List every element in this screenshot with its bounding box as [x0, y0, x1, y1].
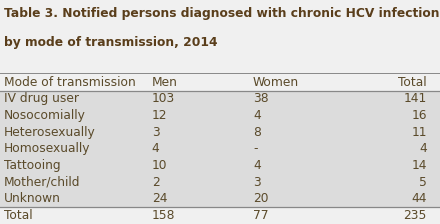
Text: Table 3. Notified persons diagnosed with chronic HCV infection,: Table 3. Notified persons diagnosed with…: [4, 7, 440, 20]
Text: 8: 8: [253, 126, 261, 139]
Text: 38: 38: [253, 93, 269, 106]
Text: 77: 77: [253, 209, 268, 222]
Text: Mother/child: Mother/child: [4, 176, 80, 189]
Text: 3: 3: [253, 176, 261, 189]
Text: Mode of transmission: Mode of transmission: [4, 76, 135, 89]
Text: 16: 16: [411, 109, 427, 122]
Bar: [0, 141, 440, 157]
Bar: [0, 107, 440, 124]
Bar: [0, 157, 440, 174]
Text: 12: 12: [152, 109, 167, 122]
Text: Tattooing: Tattooing: [4, 159, 60, 172]
Text: 20: 20: [253, 192, 268, 205]
Text: Unknown: Unknown: [4, 192, 60, 205]
Text: Total: Total: [4, 209, 32, 222]
Text: -: -: [253, 142, 257, 155]
Text: Homosexually: Homosexually: [4, 142, 90, 155]
Text: 14: 14: [411, 159, 427, 172]
Text: IV drug user: IV drug user: [4, 93, 78, 106]
Text: Nosocomially: Nosocomially: [4, 109, 85, 122]
Text: 158: 158: [152, 209, 175, 222]
Bar: [0, 191, 440, 207]
Text: 5: 5: [419, 176, 427, 189]
Text: 141: 141: [403, 93, 427, 106]
Text: Men: Men: [152, 76, 178, 89]
Bar: [0, 90, 440, 107]
Text: Women: Women: [253, 76, 299, 89]
Text: 4: 4: [253, 159, 261, 172]
Text: 4: 4: [152, 142, 160, 155]
Text: 103: 103: [152, 93, 175, 106]
Text: Total: Total: [398, 76, 427, 89]
Text: 235: 235: [403, 209, 427, 222]
Text: by mode of transmission, 2014: by mode of transmission, 2014: [4, 36, 217, 49]
Text: 10: 10: [152, 159, 167, 172]
Text: 24: 24: [152, 192, 167, 205]
Bar: [0, 174, 440, 191]
Text: 4: 4: [419, 142, 427, 155]
Text: 44: 44: [411, 192, 427, 205]
Text: 11: 11: [411, 126, 427, 139]
Bar: [0, 124, 440, 141]
Text: Heterosexually: Heterosexually: [4, 126, 95, 139]
Text: 2: 2: [152, 176, 160, 189]
Text: 4: 4: [253, 109, 261, 122]
Text: 3: 3: [152, 126, 160, 139]
